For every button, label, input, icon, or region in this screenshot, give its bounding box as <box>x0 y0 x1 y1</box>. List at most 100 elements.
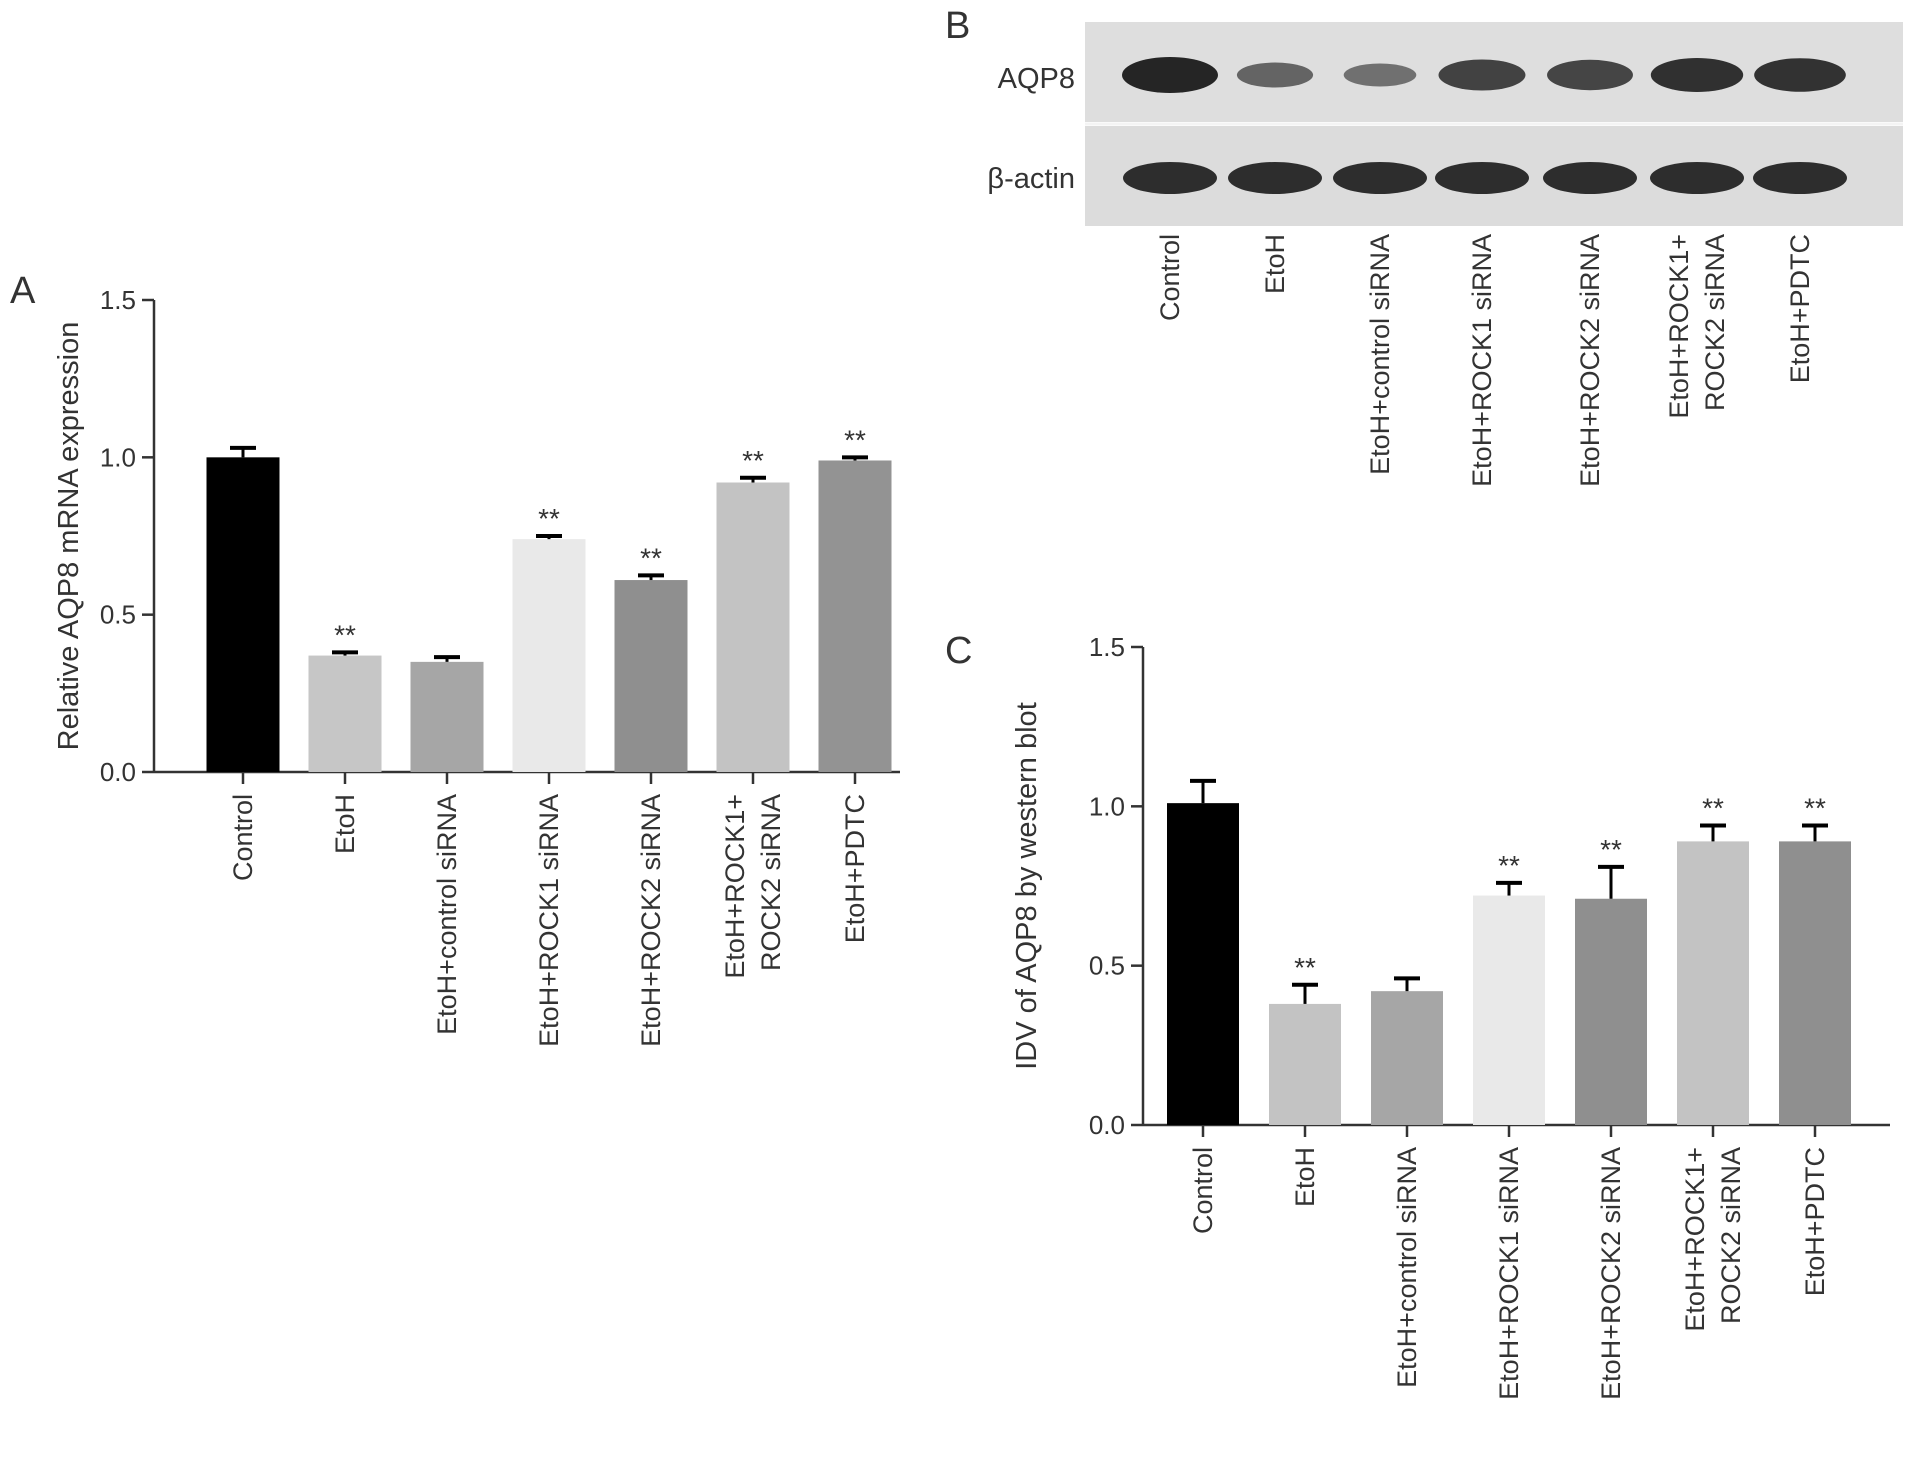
blot-band-aqp8 <box>1754 58 1846 92</box>
blot-band-actin <box>1435 162 1529 194</box>
bar <box>206 457 280 772</box>
blot-band-actin <box>1228 162 1322 194</box>
bar <box>1167 803 1239 1125</box>
bar <box>1371 991 1443 1125</box>
bar <box>1779 841 1851 1125</box>
x-tick-label-line: EtoH+ROCK2 siRNA <box>1596 1147 1626 1400</box>
x-tick-label-line: EtoH+ROCK1 siRNA <box>534 794 564 1047</box>
significance-marker: ** <box>334 619 356 650</box>
significance-marker: ** <box>1498 850 1520 881</box>
blot-lane-label-line: Control <box>1155 234 1185 321</box>
bar <box>1677 841 1749 1125</box>
x-tick-label: EtoH+PDTC <box>1800 1147 1830 1296</box>
blot-band-aqp8 <box>1438 59 1526 91</box>
bar <box>410 661 484 772</box>
y-tick-label: 0.0 <box>1089 1110 1125 1140</box>
blot-lane-label: EtoH+PDTC <box>1785 234 1815 383</box>
x-tick-label: EtoH <box>330 794 360 854</box>
x-tick-label: EtoH+ROCK2 siRNA <box>1596 1147 1626 1400</box>
x-tick-label: EtoH+control siRNA <box>1392 1147 1422 1388</box>
x-tick-label: EtoH+ROCK1 siRNA <box>1494 1147 1524 1400</box>
blot-lane-label: EtoH+ROCK2 siRNA <box>1575 234 1605 487</box>
y-tick-label: 1.0 <box>1089 791 1125 821</box>
bar <box>512 539 586 772</box>
x-tick-label-line: EtoH+PDTC <box>1800 1147 1830 1296</box>
bar <box>818 460 892 772</box>
blot-lane-label-line: EtoH+ROCK2 siRNA <box>1575 234 1605 487</box>
blot-lane-label: Control <box>1155 234 1185 321</box>
blot-band-actin <box>1123 162 1217 194</box>
y-tick-label: 0.5 <box>100 600 136 630</box>
bar <box>1575 898 1647 1125</box>
x-tick-label-line: EtoH+ROCK2 siRNA <box>636 794 666 1047</box>
panel-label-a: A <box>10 270 36 312</box>
blot-band-aqp8 <box>1547 59 1633 91</box>
x-tick-label-line: EtoH+control siRNA <box>432 794 462 1035</box>
blot-lane-label-line: EtoH+ROCK1+ <box>1664 234 1694 419</box>
bar <box>1473 895 1545 1125</box>
x-tick-label: EtoH+ROCK2 siRNA <box>636 794 666 1047</box>
y-tick-label: 1.0 <box>100 442 136 472</box>
significance-marker: ** <box>640 542 662 573</box>
x-tick-label: EtoH+ROCK1+ ROCK2 siRNA <box>720 794 786 979</box>
blot-lane-label-line: EtoH <box>1260 234 1290 294</box>
significance-marker: ** <box>1600 834 1622 865</box>
significance-marker: ** <box>538 503 560 534</box>
bar <box>308 655 382 772</box>
blot-band-aqp8 <box>1650 58 1744 92</box>
x-tick-label-line: ROCK2 siRNA <box>1716 1147 1746 1324</box>
x-tick-label-line: EtoH+ROCK1 siRNA <box>1494 1147 1524 1400</box>
bar-chart-a: 0.0 0.5 1.0 1.5 Relative AQP8 mRNA expressio… <box>53 285 900 1047</box>
y-tick-label: 0.0 <box>100 757 136 787</box>
blot-band-actin <box>1650 162 1744 194</box>
significance-marker: ** <box>742 445 764 476</box>
x-tick-label-line: Control <box>228 794 258 881</box>
blot-lane-label: EtoH <box>1260 234 1290 294</box>
blot-band-actin <box>1543 162 1637 194</box>
significance-marker: ** <box>1702 792 1724 823</box>
blot-band-actin <box>1753 162 1847 194</box>
panel-label-b: B <box>945 5 971 47</box>
blot-lane-label-line: ROCK2 siRNA <box>1700 234 1730 411</box>
blot-lane-label: EtoH+control siRNA <box>1365 234 1395 475</box>
y-tick-label: 0.5 <box>1089 951 1125 981</box>
y-axis-title: Relative AQP8 mRNA expression <box>53 322 85 751</box>
x-tick-label-line: Control <box>1188 1147 1218 1234</box>
x-tick-label: EtoH+ROCK1 siRNA <box>534 794 564 1047</box>
x-tick-label-line: EtoH+control siRNA <box>1392 1147 1422 1388</box>
x-tick-label-line: EtoH <box>330 794 360 854</box>
x-tick-label-line: ROCK2 siRNA <box>756 794 786 971</box>
x-tick-label: Control <box>1188 1147 1218 1234</box>
blot-band-aqp8 <box>1236 62 1314 88</box>
blot-lane-label-line: EtoH+ROCK1 siRNA <box>1467 234 1497 487</box>
blot-row-label: AQP8 <box>998 63 1075 95</box>
x-tick-label-line: EtoH+ROCK1+ <box>1680 1147 1710 1332</box>
panel-label-c: C <box>945 630 973 672</box>
western-blot-b: AQP8 β-actin Control EtoH EtoH+control siRNA… <box>987 22 1903 487</box>
bar <box>1269 1003 1341 1125</box>
y-tick-label: 1.5 <box>100 285 136 315</box>
x-tick-label-line: EtoH <box>1290 1147 1320 1207</box>
significance-marker: ** <box>844 424 866 455</box>
blot-lane-label-line: EtoH+control siRNA <box>1365 234 1395 475</box>
blot-lane-label: EtoH+ROCK1 siRNA <box>1467 234 1497 487</box>
blot-lane-label-line: EtoH+PDTC <box>1785 234 1815 383</box>
x-tick-label-line: EtoH+PDTC <box>840 794 870 943</box>
x-tick-label: Control <box>228 794 258 881</box>
x-tick-label: EtoH+PDTC <box>840 794 870 943</box>
x-tick-label: EtoH+control siRNA <box>432 794 462 1035</box>
blot-band-aqp8 <box>1122 57 1218 93</box>
significance-marker: ** <box>1804 792 1826 823</box>
blot-band-actin <box>1333 162 1427 194</box>
blot-band-aqp8 <box>1343 63 1417 87</box>
blot-row-label: β-actin <box>987 163 1075 195</box>
x-tick-label: EtoH <box>1290 1147 1320 1207</box>
y-tick-label: 1.5 <box>1089 632 1125 662</box>
significance-marker: ** <box>1294 952 1316 983</box>
x-tick-label: EtoH+ROCK1+ ROCK2 siRNA <box>1680 1147 1746 1332</box>
bar <box>614 580 688 772</box>
bar <box>716 482 790 772</box>
blot-lane-label: EtoH+ROCK1+ ROCK2 siRNA <box>1664 234 1730 419</box>
y-axis-title: IDV of AQP8 by western blot <box>1011 702 1043 1070</box>
